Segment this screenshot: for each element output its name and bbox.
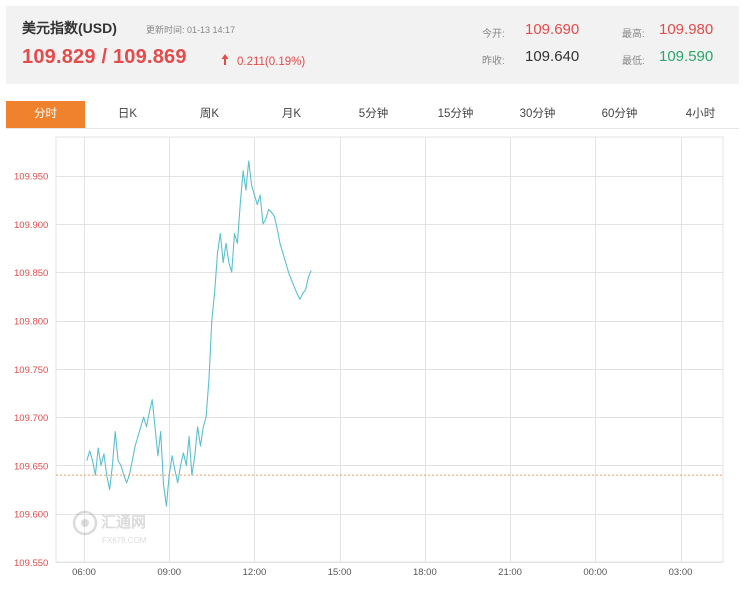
watermark-url: FX678.COM	[102, 536, 147, 545]
open-value: 109.690	[525, 21, 580, 38]
tab-4hour[interactable]: 4小时	[685, 108, 716, 120]
y-axis-ticks: 109.550 109.600 109.650 109.700 109.750 109.8…	[14, 172, 48, 569]
y-tick-label: 109.850	[14, 268, 48, 279]
tabs-divider	[6, 128, 739, 129]
open-label: 今开:	[482, 29, 505, 40]
chart-grid	[55, 136, 724, 563]
bid-ask-price: 109.829 / 109.869	[22, 46, 187, 68]
tab-monthly-k[interactable]: 月K	[281, 108, 302, 120]
high-value: 109.980	[659, 21, 714, 38]
y-tick-label: 109.750	[14, 365, 48, 376]
y-tick-label: 109.950	[14, 172, 48, 183]
update-time-value: 01-13 14:17	[187, 25, 236, 35]
tab-60min[interactable]: 60分钟	[601, 108, 638, 120]
prev-close-label: 昨收:	[482, 56, 505, 67]
watermark-name: 汇通网	[101, 514, 146, 531]
x-tick-label: 21:00	[498, 567, 522, 578]
x-tick-label: 00:00	[583, 567, 607, 578]
y-tick-label: 109.600	[14, 510, 48, 521]
watermark-logo-icon	[72, 510, 98, 536]
prev-close-value: 109.640	[525, 48, 580, 65]
watermark-logo-dot	[81, 519, 89, 527]
tab-5min[interactable]: 5分钟	[358, 108, 389, 120]
x-tick-label: 03:00	[669, 567, 693, 578]
x-tick-label: 18:00	[413, 567, 437, 578]
x-axis-ticks: 06:00 09:00 12:00 15:00 18:00 21:00 00:00 03:00	[72, 567, 692, 578]
up-arrow-icon	[221, 54, 229, 65]
price-change: 0.211(0.19%)	[237, 56, 306, 68]
series-layer	[86, 160, 312, 507]
low-label: 最低:	[622, 56, 645, 67]
x-tick-label: 12:00	[243, 567, 267, 578]
tab-weekly-k[interactable]: 周K	[199, 108, 220, 120]
y-tick-label: 109.800	[14, 317, 48, 328]
low-value: 109.590	[659, 48, 714, 65]
y-tick-label: 109.550	[14, 558, 48, 569]
y-tick-label: 109.900	[14, 220, 48, 231]
high-label: 最高:	[622, 29, 645, 40]
x-tick-label: 06:00	[72, 567, 96, 578]
tab-intraday[interactable]: 分时	[6, 101, 85, 128]
tab-daily-k[interactable]: 日K	[117, 108, 138, 120]
plot-border	[55, 136, 724, 563]
tab-15min[interactable]: 15分钟	[437, 108, 474, 120]
watermark: 汇通网 FX678.COM	[72, 510, 147, 545]
x-tick-label: 09:00	[157, 567, 181, 578]
quote-panel: 美元指数(USD) 更新时间: 01-13 14:17 109.829 / 10…	[6, 6, 739, 84]
y-tick-label: 109.700	[14, 413, 48, 424]
y-tick-label: 109.650	[14, 461, 48, 472]
price-series-line	[86, 160, 312, 507]
instrument-title: 美元指数(USD)	[22, 20, 117, 36]
update-time: 更新时间: 01-13 14:17	[146, 23, 235, 36]
timeframe-tabs: 分时 日K 周K 月K 5分钟 15分钟 30分钟 60分钟 4小时	[6, 101, 739, 128]
tab-30min[interactable]: 30分钟	[519, 108, 556, 120]
x-tick-label: 15:00	[328, 567, 352, 578]
update-time-label: 更新时间:	[146, 25, 185, 35]
